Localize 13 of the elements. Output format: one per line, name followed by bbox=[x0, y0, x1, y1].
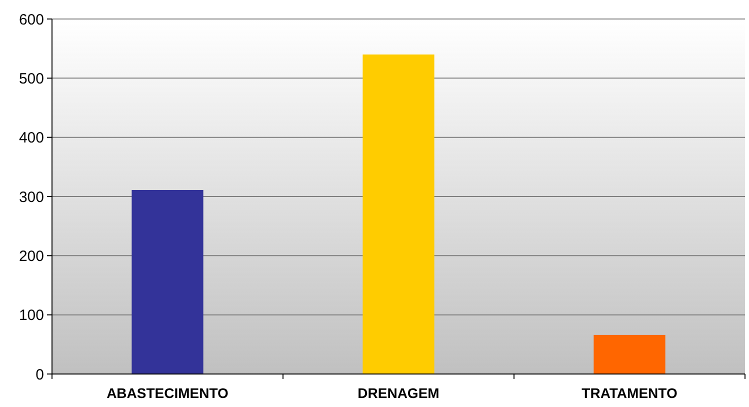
bar bbox=[362, 54, 434, 374]
y-tick-label: 600 bbox=[18, 11, 44, 28]
bar bbox=[132, 190, 204, 374]
y-tick-label: 0 bbox=[36, 366, 44, 384]
y-tick-label: 300 bbox=[18, 188, 44, 206]
x-tick-label: ABASTECIMENTO bbox=[106, 385, 229, 401]
bar bbox=[594, 334, 666, 374]
x-tick-label: DRENAGEM bbox=[358, 385, 440, 401]
y-tick-label: 200 bbox=[18, 248, 44, 265]
x-tick-label: TRATAMENTO bbox=[582, 385, 678, 401]
y-tick-label: 100 bbox=[18, 307, 44, 324]
y-tick-label: 500 bbox=[18, 70, 44, 88]
y-tick-label: 400 bbox=[18, 130, 44, 147]
